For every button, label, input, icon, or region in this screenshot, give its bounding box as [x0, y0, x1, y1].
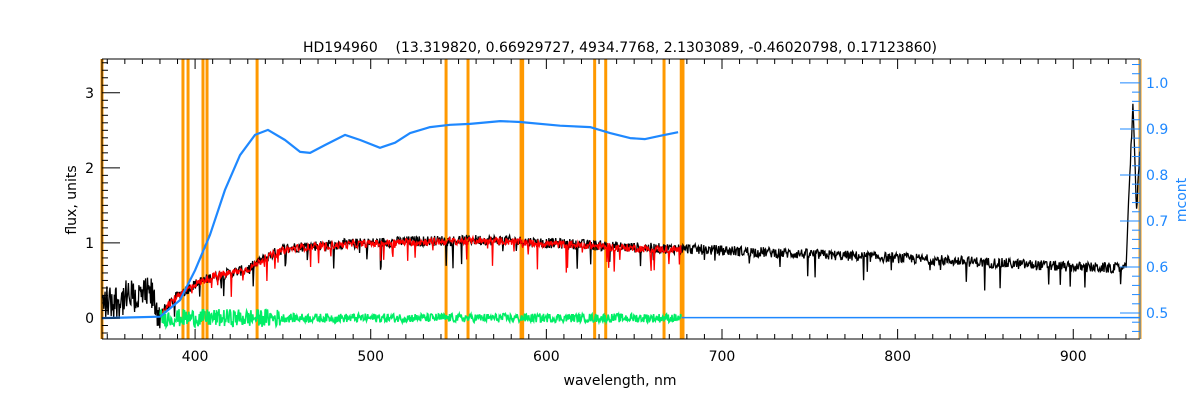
- y2-tick-label: 0.5: [1146, 306, 1168, 322]
- y-tick-label: 2: [85, 161, 94, 177]
- axes: 400 500 600 700 800 900 0 1 2 3 0.5 0.6 0.7 0.8 0.9 1.0: [85, 58, 1168, 365]
- y2-tick-label: 0.8: [1146, 168, 1168, 184]
- x-tick-label: 900: [1060, 349, 1087, 365]
- y-axis-label: flux, units: [64, 165, 80, 234]
- x-tick-label: 400: [182, 349, 209, 365]
- x-tick-label: 600: [533, 349, 560, 365]
- series-group: [101, 103, 1141, 331]
- series-model-flux: [159, 234, 682, 318]
- y2-tick-label: 1.0: [1146, 76, 1168, 92]
- x-tick-label: 800: [884, 349, 911, 365]
- x-tick-label: 700: [709, 349, 736, 365]
- x-axis-label: wavelength, nm: [564, 373, 677, 389]
- y-tick-label: 1: [85, 236, 94, 252]
- chart-title: HD194960 (13.319820, 0.66929727, 4934.77…: [303, 40, 937, 56]
- y2-tick-label: 0.6: [1146, 260, 1168, 276]
- series-residual: [159, 307, 682, 331]
- y-tick-label: 0: [85, 311, 94, 327]
- series-observed-flux: [101, 103, 1141, 329]
- y2-axis-label: mcont: [1174, 177, 1190, 222]
- y2-tick-label: 0.7: [1146, 214, 1168, 230]
- y2-tick-label: 0.9: [1146, 122, 1168, 138]
- series-mcont: [101, 120, 679, 320]
- mask-lines: [100, 59, 1142, 339]
- x-tick-label: 500: [357, 349, 384, 365]
- y-tick-label: 3: [85, 86, 94, 102]
